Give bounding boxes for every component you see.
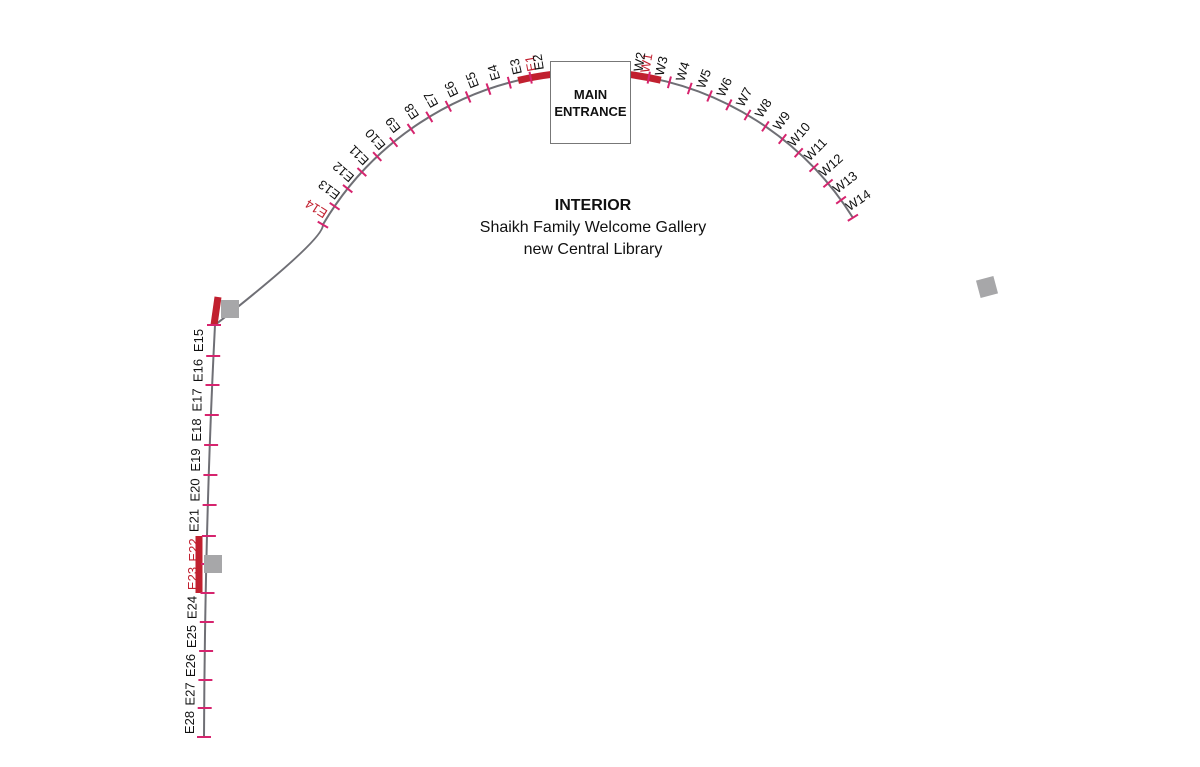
tick-west-8: [761, 120, 770, 132]
main-entrance-label: MAIN ENTRANCE: [554, 86, 626, 120]
label-w8: W8: [752, 96, 775, 121]
label-w3: W3: [652, 55, 671, 77]
label-e8: E8: [401, 101, 422, 123]
label-e2: E2: [529, 53, 546, 71]
label-w1: W1: [637, 52, 655, 74]
label-e3: E3: [507, 57, 525, 76]
label-e23: E23: [185, 567, 200, 590]
tick-east-6: [444, 100, 452, 113]
tick-east-9: [389, 136, 399, 148]
label-e25: E25: [184, 625, 199, 648]
label-e21: E21: [187, 509, 202, 532]
label-e24: E24: [185, 596, 200, 619]
highlight-e1: [517, 70, 553, 84]
main-entrance-box: MAIN ENTRANCE: [550, 61, 631, 144]
label-e20: E20: [187, 478, 202, 501]
tick-west-14: [847, 213, 859, 222]
label-e15: E15: [191, 329, 206, 352]
label-e6: E6: [441, 79, 461, 100]
tick-east-7: [425, 111, 434, 123]
entrance-line-1: MAIN: [573, 86, 608, 102]
map-subtitle-1: Shaikh Family Welcome Gallery: [479, 219, 707, 236]
highlight-e14: [210, 296, 222, 326]
label-w7: W7: [733, 85, 756, 109]
tick-west-7: [743, 109, 752, 121]
entrance-line-2: ENTRANCE: [554, 103, 627, 119]
label-e4: E4: [484, 63, 503, 83]
lower-wall-path: [203, 224, 324, 738]
tick-west-12: [822, 178, 834, 188]
tick-west-4: [686, 82, 693, 95]
tick-west-13: [835, 195, 847, 205]
west-arc-path: [627, 73, 854, 219]
label-e16: E16: [190, 359, 205, 382]
tick-west-6: [725, 99, 733, 111]
marker-w14: [975, 275, 999, 299]
tick-east-5: [464, 91, 472, 103]
tick-east-14: [317, 220, 329, 229]
marker-e22: [204, 555, 222, 573]
label-e27: E27: [182, 682, 197, 705]
label-w5: W5: [693, 67, 714, 91]
label-e26: E26: [183, 654, 198, 677]
label-e22: E22: [186, 538, 201, 561]
label-e19: E19: [188, 448, 203, 471]
label-w2: W2: [631, 51, 649, 73]
label-e14: E14: [302, 196, 330, 221]
title-block: INTERIOR Shaikh Family Welcome Gallery n…: [443, 195, 743, 261]
east-arc-path: [322, 73, 553, 226]
label-e9: E9: [382, 114, 404, 136]
tick-east-13: [329, 202, 341, 211]
label-e7: E7: [421, 89, 442, 110]
marker-e14: [221, 300, 239, 318]
map-title: INTERIOR: [554, 197, 632, 214]
label-w14: W14: [843, 186, 874, 213]
tick-east-11: [356, 167, 367, 177]
label-e1: E1: [522, 54, 540, 72]
label-e28: E28: [182, 711, 197, 734]
tick-west-5: [706, 90, 713, 102]
label-e18: E18: [189, 418, 204, 441]
label-w9: W9: [770, 108, 794, 133]
tick-east-10: [372, 151, 383, 162]
tick-west-11: [808, 162, 819, 173]
tick-east-12: [342, 184, 353, 194]
label-w4: W4: [673, 60, 693, 83]
tick-west-10: [793, 147, 804, 158]
tick-east-4: [485, 83, 492, 96]
tick-east-8: [406, 123, 416, 135]
label-e5: E5: [462, 70, 482, 90]
tick-west-9: [777, 133, 788, 145]
map-subtitle-2: new Central Library: [523, 241, 663, 258]
tick-west-2: [646, 71, 651, 84]
tick-east-2: [528, 71, 533, 84]
label-e17: E17: [190, 388, 205, 411]
tick-east-3: [506, 76, 512, 89]
label-w6: W6: [713, 75, 735, 99]
tick-west-3: [666, 76, 672, 89]
